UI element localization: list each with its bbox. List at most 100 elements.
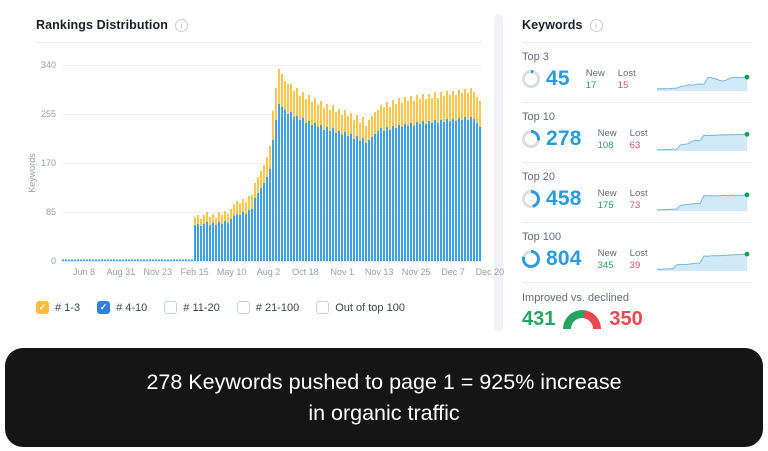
stacked-bar[interactable] xyxy=(182,259,184,261)
stacked-bar[interactable] xyxy=(122,259,124,261)
stacked-bar[interactable] xyxy=(341,115,343,261)
stacked-bar[interactable] xyxy=(290,84,292,261)
stacked-bar[interactable] xyxy=(146,259,148,261)
stacked-bar[interactable] xyxy=(392,100,394,261)
legend-item[interactable]: # 21-100 xyxy=(236,301,299,314)
stacked-bar[interactable] xyxy=(65,259,67,261)
stacked-bar[interactable] xyxy=(221,215,223,261)
stacked-bar[interactable] xyxy=(140,259,142,261)
stacked-bar[interactable] xyxy=(239,203,241,261)
stacked-bar[interactable] xyxy=(107,259,109,261)
stacked-bar[interactable] xyxy=(473,92,475,261)
stacked-bar[interactable] xyxy=(476,97,478,261)
stacked-bar[interactable] xyxy=(143,259,145,261)
stacked-bar[interactable] xyxy=(371,116,373,261)
keyword-count-link[interactable]: 278 xyxy=(546,127,582,150)
stacked-bar[interactable] xyxy=(242,199,244,261)
stacked-bar[interactable] xyxy=(305,99,307,261)
stacked-bar[interactable] xyxy=(296,88,298,261)
stacked-bar[interactable] xyxy=(227,214,229,261)
stacked-bar[interactable] xyxy=(323,108,325,261)
info-icon[interactable]: i xyxy=(589,18,603,32)
stacked-bar[interactable] xyxy=(206,212,208,261)
stacked-bar[interactable] xyxy=(95,259,97,261)
stacked-bar[interactable] xyxy=(368,120,370,261)
stacked-bar[interactable] xyxy=(83,259,85,261)
stacked-bar[interactable] xyxy=(404,97,406,261)
checkbox-unchecked-icon[interactable] xyxy=(236,301,250,314)
stacked-bar[interactable] xyxy=(233,204,235,261)
legend-item[interactable]: ✓ # 4-10 xyxy=(97,301,147,314)
stacked-bar[interactable] xyxy=(77,259,79,261)
stacked-bar[interactable] xyxy=(113,259,115,261)
stacked-bar[interactable] xyxy=(452,91,454,261)
stacked-bar[interactable] xyxy=(104,259,106,261)
stacked-bar[interactable] xyxy=(161,259,163,261)
stacked-bar[interactable] xyxy=(200,219,202,261)
stacked-bar[interactable] xyxy=(326,104,328,261)
stacked-bar[interactable] xyxy=(350,113,352,261)
stacked-bar[interactable] xyxy=(167,259,169,261)
stacked-bar[interactable] xyxy=(80,259,82,261)
stacked-bar[interactable] xyxy=(434,92,436,261)
stacked-bar[interactable] xyxy=(74,259,76,261)
stacked-bar[interactable] xyxy=(212,214,214,261)
stacked-bar[interactable] xyxy=(98,259,100,261)
stacked-bar[interactable] xyxy=(245,202,247,261)
stacked-bar[interactable] xyxy=(302,92,304,261)
stacked-bar[interactable] xyxy=(344,110,346,261)
stacked-bar[interactable] xyxy=(377,110,379,261)
stacked-bar[interactable] xyxy=(236,201,238,261)
stacked-bar[interactable] xyxy=(269,146,271,261)
stacked-bar[interactable] xyxy=(284,81,286,261)
legend-item[interactable]: ✓ # 1-3 xyxy=(36,301,80,314)
stacked-bar[interactable] xyxy=(266,157,268,261)
stacked-bar[interactable] xyxy=(110,259,112,261)
stacked-bar[interactable] xyxy=(374,112,376,261)
stacked-bar[interactable] xyxy=(401,103,403,261)
stacked-bar[interactable] xyxy=(431,98,433,261)
stacked-bar[interactable] xyxy=(152,259,154,261)
stacked-bar[interactable] xyxy=(209,217,211,261)
stacked-bar[interactable] xyxy=(275,88,277,261)
stacked-bar[interactable] xyxy=(176,259,178,261)
stacked-bar[interactable] xyxy=(356,115,358,261)
stacked-bar[interactable] xyxy=(248,196,250,261)
stacked-bar[interactable] xyxy=(218,212,220,261)
info-icon[interactable]: i xyxy=(174,18,188,32)
stacked-bar[interactable] xyxy=(257,177,259,261)
stacked-bar[interactable] xyxy=(68,259,70,261)
stacked-bar[interactable] xyxy=(425,99,427,261)
stacked-bar[interactable] xyxy=(338,109,340,261)
stacked-bar[interactable] xyxy=(254,183,256,261)
stacked-bar[interactable] xyxy=(224,211,226,261)
checkbox-checked-icon[interactable]: ✓ xyxy=(97,301,111,314)
stacked-bar[interactable] xyxy=(179,259,181,261)
stacked-bar[interactable] xyxy=(335,112,337,261)
stacked-bar[interactable] xyxy=(89,259,91,261)
stacked-bar[interactable] xyxy=(191,259,193,261)
stacked-bar[interactable] xyxy=(71,259,73,261)
stacked-bar[interactable] xyxy=(353,120,355,261)
stacked-bar[interactable] xyxy=(131,259,133,261)
stacked-bar[interactable] xyxy=(446,91,448,261)
stacked-bar[interactable] xyxy=(185,259,187,261)
stacked-bar[interactable] xyxy=(365,126,367,261)
stacked-bar[interactable] xyxy=(389,107,391,261)
stacked-bar[interactable] xyxy=(455,95,457,261)
stacked-bar[interactable] xyxy=(119,259,121,261)
stacked-bar[interactable] xyxy=(419,99,421,261)
stacked-bar[interactable] xyxy=(299,96,301,261)
stacked-bar[interactable] xyxy=(386,102,388,261)
stacked-bar[interactable] xyxy=(383,107,385,261)
stacked-bar[interactable] xyxy=(287,84,289,261)
stacked-bar[interactable] xyxy=(413,101,415,261)
stacked-bar[interactable] xyxy=(398,98,400,261)
stacked-bar[interactable] xyxy=(164,259,166,261)
stacked-bar[interactable] xyxy=(128,259,130,261)
stacked-bar[interactable] xyxy=(407,101,409,261)
stacked-bar[interactable] xyxy=(467,93,469,261)
stacked-bar[interactable] xyxy=(170,259,172,261)
checkbox-unchecked-icon[interactable] xyxy=(316,301,330,314)
stacked-bar[interactable] xyxy=(464,89,466,261)
